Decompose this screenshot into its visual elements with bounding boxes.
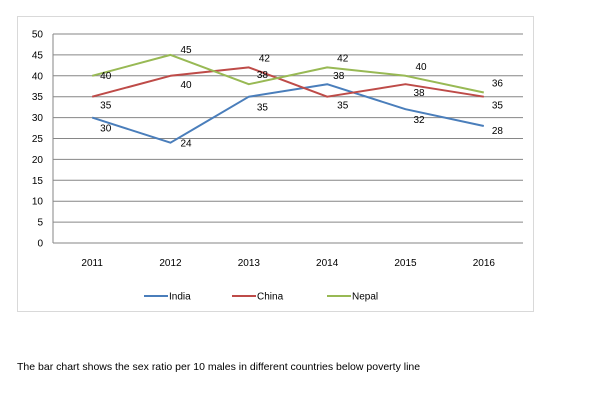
y-tick-label: 45: [32, 50, 44, 61]
data-label: 45: [181, 45, 193, 56]
y-tick-label: 40: [32, 71, 44, 82]
data-label: 38: [414, 88, 426, 99]
x-tick-label: 2012: [159, 258, 182, 269]
series-line-china: [91, 66, 484, 98]
x-tick-label: 2015: [394, 258, 417, 269]
x-tick-label: 2013: [238, 258, 261, 269]
y-tick-label: 35: [32, 92, 44, 103]
y-tick-label: 20: [32, 155, 44, 166]
y-tick-label: 25: [32, 134, 44, 145]
legend-label-india: India: [169, 292, 191, 303]
y-tick-label: 10: [32, 197, 44, 208]
data-label: 42: [259, 53, 271, 64]
data-label: 36: [492, 79, 504, 90]
data-label: 40: [100, 71, 112, 82]
y-tick-label: 50: [32, 30, 44, 41]
series-line-india: [91, 83, 485, 144]
line-chart: 0 5 10 15 20 25 30 35 40 45 50 2011 2012 2013 2014 2015…: [32, 30, 523, 303]
chart-caption: The bar chart shows the sex ratio per 10…: [17, 361, 421, 373]
y-tick-label: 15: [32, 176, 44, 187]
data-label: 35: [492, 101, 504, 112]
data-label: 42: [337, 53, 349, 64]
data-label: 28: [492, 126, 504, 137]
series-line-nepal: [91, 53, 485, 94]
x-tick-label: 2011: [81, 258, 103, 269]
x-tick-label: 2014: [316, 258, 339, 269]
data-label: 38: [333, 71, 345, 82]
data-label: 35: [100, 101, 112, 112]
y-tick-label: 30: [32, 113, 44, 124]
y-tick-label: 0: [37, 239, 43, 250]
data-label: 30: [100, 124, 112, 135]
data-label: 32: [414, 115, 426, 126]
y-tick-label: 5: [37, 218, 43, 229]
data-label: 24: [181, 139, 193, 150]
legend-label-china: China: [257, 292, 284, 303]
legend-label-nepal: Nepal: [352, 292, 378, 303]
x-tick-label: 2016: [473, 258, 496, 269]
chart-frame: [17, 16, 534, 312]
data-label: 38: [257, 70, 269, 81]
data-label: 35: [337, 101, 349, 112]
data-label: 40: [181, 80, 193, 91]
data-label: 35: [257, 103, 269, 114]
data-label: 40: [416, 62, 428, 73]
